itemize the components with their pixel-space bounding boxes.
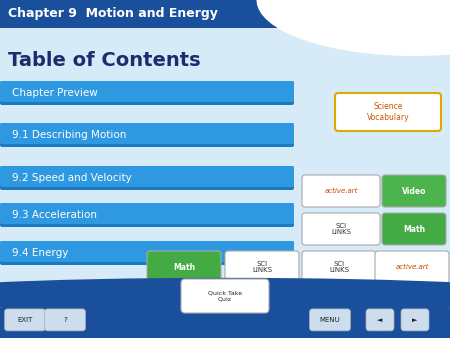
FancyBboxPatch shape bbox=[302, 213, 380, 245]
Text: EXIT: EXIT bbox=[17, 317, 33, 323]
FancyBboxPatch shape bbox=[0, 166, 294, 187]
FancyBboxPatch shape bbox=[0, 241, 294, 265]
FancyBboxPatch shape bbox=[335, 93, 441, 131]
Text: Math: Math bbox=[403, 224, 425, 234]
Text: ►: ► bbox=[412, 317, 418, 323]
FancyBboxPatch shape bbox=[366, 309, 394, 331]
Text: Quick Take
Quiz: Quick Take Quiz bbox=[208, 291, 242, 301]
FancyBboxPatch shape bbox=[382, 213, 446, 245]
Text: 9.2 Speed and Velocity: 9.2 Speed and Velocity bbox=[12, 173, 132, 183]
Text: SCI
LINKS: SCI LINKS bbox=[329, 261, 349, 273]
Text: active.art: active.art bbox=[324, 188, 358, 194]
FancyBboxPatch shape bbox=[0, 0, 248, 28]
Ellipse shape bbox=[0, 278, 450, 312]
FancyBboxPatch shape bbox=[401, 309, 429, 331]
FancyBboxPatch shape bbox=[0, 81, 294, 102]
FancyBboxPatch shape bbox=[225, 251, 299, 283]
Text: Science
Vocabulary: Science Vocabulary bbox=[367, 102, 410, 122]
Text: MENU: MENU bbox=[320, 317, 340, 323]
FancyBboxPatch shape bbox=[0, 308, 450, 338]
FancyBboxPatch shape bbox=[302, 175, 380, 207]
FancyBboxPatch shape bbox=[382, 175, 446, 207]
FancyBboxPatch shape bbox=[0, 0, 450, 28]
FancyBboxPatch shape bbox=[0, 81, 294, 105]
Text: 9.1 Describing Motion: 9.1 Describing Motion bbox=[12, 130, 126, 140]
Text: Table of Contents: Table of Contents bbox=[8, 50, 201, 70]
FancyBboxPatch shape bbox=[147, 251, 221, 283]
FancyBboxPatch shape bbox=[0, 203, 294, 224]
Text: active.art: active.art bbox=[395, 264, 429, 270]
FancyBboxPatch shape bbox=[45, 309, 86, 331]
FancyBboxPatch shape bbox=[302, 251, 376, 283]
FancyBboxPatch shape bbox=[0, 123, 294, 144]
Text: 9.4 Energy: 9.4 Energy bbox=[12, 248, 68, 258]
FancyBboxPatch shape bbox=[181, 279, 269, 313]
FancyBboxPatch shape bbox=[0, 166, 294, 190]
Text: Math: Math bbox=[173, 263, 195, 271]
Text: Chapter Preview: Chapter Preview bbox=[12, 88, 98, 98]
Text: Video: Video bbox=[402, 187, 426, 195]
FancyBboxPatch shape bbox=[375, 251, 449, 283]
Text: Chapter 9  Motion and Energy: Chapter 9 Motion and Energy bbox=[8, 7, 218, 21]
Text: SCI
LINKS: SCI LINKS bbox=[331, 223, 351, 235]
Text: ◄: ◄ bbox=[377, 317, 382, 323]
FancyBboxPatch shape bbox=[0, 241, 294, 262]
FancyBboxPatch shape bbox=[0, 203, 294, 227]
Text: ?: ? bbox=[63, 317, 67, 323]
FancyBboxPatch shape bbox=[310, 309, 351, 331]
Text: SCI
LINKS: SCI LINKS bbox=[252, 261, 272, 273]
Text: 9.3 Acceleration: 9.3 Acceleration bbox=[12, 210, 97, 220]
FancyBboxPatch shape bbox=[0, 123, 294, 147]
Ellipse shape bbox=[256, 0, 450, 56]
FancyBboxPatch shape bbox=[4, 309, 45, 331]
